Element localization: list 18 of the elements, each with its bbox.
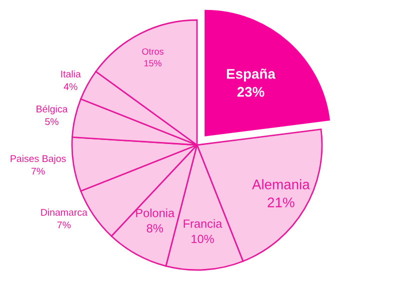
slice-label: Dinamarca <box>41 208 88 216</box>
slice-label: Paises Bajos <box>10 154 66 164</box>
slice-label: Bélgica <box>36 105 68 114</box>
data-label: 23% <box>237 86 264 97</box>
data-label: 7% <box>57 222 71 228</box>
slice-label: Otros <box>142 48 164 55</box>
data-label: 21% <box>268 198 294 208</box>
data-label: 10% <box>192 234 214 244</box>
data-label: 8% <box>146 224 163 232</box>
data-label: 7% <box>32 168 45 175</box>
slice-label: Italia <box>61 70 81 78</box>
slice-label: Polonia <box>136 208 175 218</box>
data-label: 15% <box>144 60 162 66</box>
data-label: 5% <box>45 118 58 126</box>
slice-label: España <box>226 68 276 82</box>
slice-label: Francia <box>184 219 222 228</box>
data-label: 4% <box>64 83 78 90</box>
slice-label: Alemania <box>252 179 310 190</box>
